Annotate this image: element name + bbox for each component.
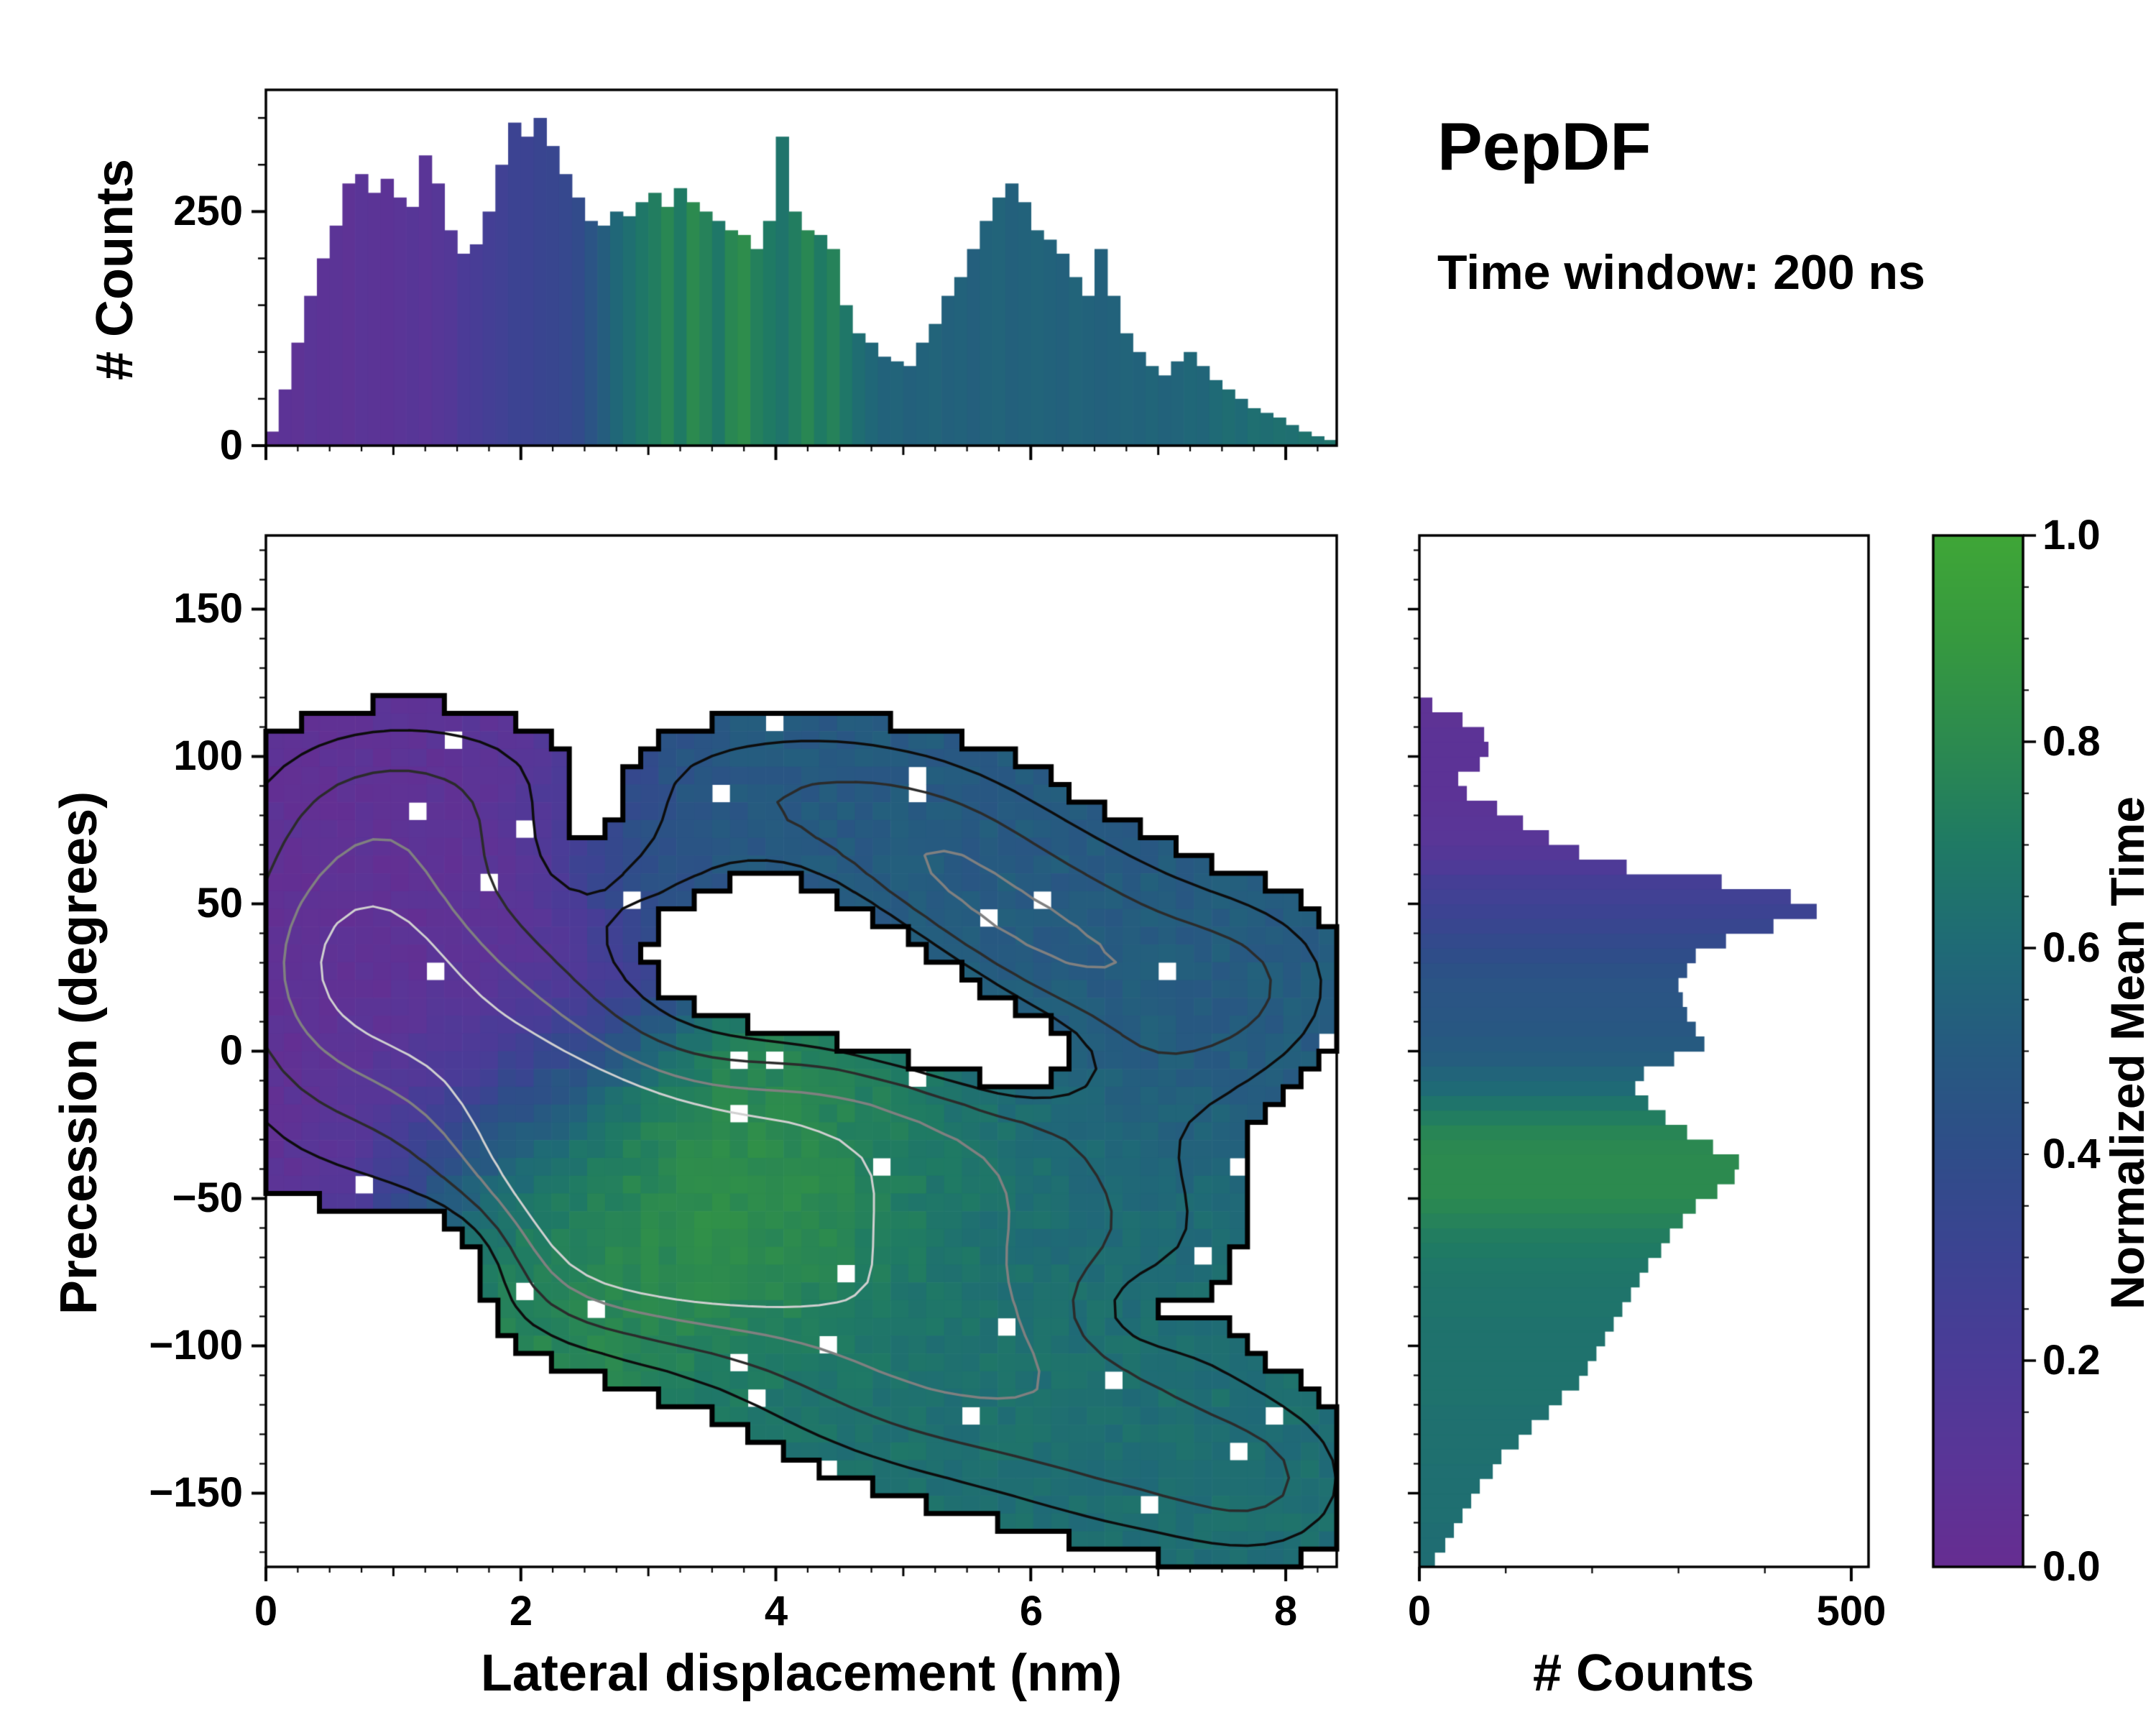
tick-label: 50 [196,880,243,926]
tick-label: 8 [1273,1588,1298,1634]
tick-label: −50 [172,1174,243,1221]
tick-label: 4 [764,1588,788,1634]
tick-label: 0.4 [2042,1131,2101,1177]
tick-label: −100 [149,1322,243,1368]
tick-label: 0 [219,422,243,469]
top-hist-ylabel: # Counts [86,159,144,381]
tick-label: 0 [254,1588,278,1634]
tick-label: 1.0 [2042,512,2101,558]
figure-title: PepDF [1437,109,1651,184]
tick-label: −150 [149,1469,243,1516]
tick-label: 150 [173,585,243,632]
figure-subtitle: Time window: 200 ns [1437,245,1925,300]
tick-label: 0.6 [2042,924,2101,971]
tick-label: 0 [1407,1588,1432,1634]
tick-label: 250 [173,188,243,234]
colorbar-label: Normalized Mean Time [2101,796,2154,1310]
tick-label: 0.0 [2042,1543,2101,1590]
tick-label: 2 [509,1588,533,1634]
tick-label: 500 [1816,1588,1886,1634]
tick-label: 0.2 [2042,1337,2101,1384]
tick-label: 0.8 [2042,718,2101,765]
right-hist-xlabel: # Counts [1532,1644,1754,1702]
tick-label: 100 [173,732,243,779]
main-xlabel: Lateral displacement (nm) [480,1644,1123,1702]
tick-label: 0 [219,1027,243,1074]
tick-label: 6 [1019,1588,1044,1634]
